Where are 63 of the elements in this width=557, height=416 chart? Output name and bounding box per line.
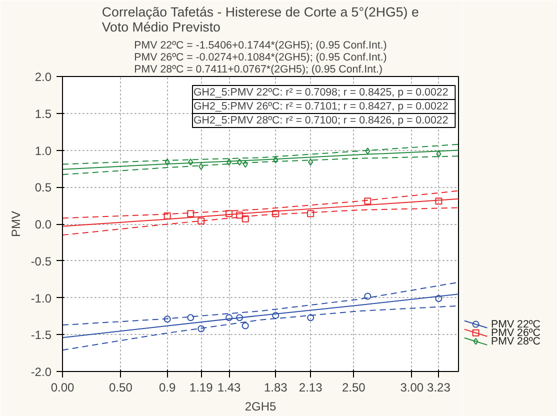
- x-tick-label: 0.00: [50, 380, 75, 394]
- point: [364, 292, 372, 300]
- point: [198, 325, 205, 332]
- line-series: [62, 294, 458, 338]
- point: [226, 210, 233, 218]
- x-tick-label: 1.19: [189, 380, 214, 394]
- line-series: [62, 207, 458, 236]
- point: [164, 158, 170, 166]
- point: [237, 158, 242, 166]
- point: [188, 158, 194, 166]
- point: [307, 314, 314, 322]
- point: [364, 198, 372, 205]
- y-axis-title: PMV: [8, 210, 23, 237]
- x-tick-label: 0.50: [109, 380, 133, 394]
- annotation: GH2_5:PMV 26ºC: r² = 0.7101; r = 0.8427, p = 0.0022: [194, 100, 448, 112]
- y-tick-label: -0.5: [30, 254, 52, 268]
- point: [307, 210, 314, 218]
- point: [272, 210, 280, 218]
- point: [435, 198, 442, 205]
- x-tick-label: 3.23: [427, 380, 451, 394]
- y-tick-label: 1.5: [34, 106, 52, 121]
- point: [272, 312, 280, 319]
- x-tick-label: 2.50: [342, 380, 366, 394]
- point: [198, 218, 205, 225]
- y-tick-label: -1.5: [30, 328, 52, 342]
- y-tick-label: -1.0: [30, 291, 52, 306]
- line-series: [62, 190, 458, 219]
- y-tick-label: 2.0: [34, 70, 52, 84]
- point: [164, 316, 171, 323]
- point: [435, 294, 442, 302]
- point: [365, 147, 370, 154]
- point: [226, 158, 232, 166]
- point: [236, 314, 244, 322]
- point: [273, 156, 278, 164]
- y-tick-label: 0.5: [34, 180, 52, 195]
- point: [242, 160, 248, 168]
- line-series: [62, 282, 458, 326]
- x-tick-label: 2.13: [298, 380, 323, 394]
- y-tick-label: 0.0: [34, 218, 52, 232]
- annotation: GH2_5:PMV 28ºC: r² = 0.7100; r = 0.8426, p = 0.0022: [194, 114, 448, 126]
- y-tick-label: 1.0: [34, 144, 52, 158]
- point: [236, 212, 244, 219]
- legend-label: PMV 28ºC: [491, 335, 541, 348]
- x-tick-label: 3.00: [400, 380, 424, 394]
- x-tick-label: 0.9: [158, 380, 176, 394]
- line-series: [62, 305, 458, 351]
- line-series: [62, 198, 458, 227]
- point: [226, 314, 233, 322]
- x-axis-title: 2GH5: [244, 400, 276, 414]
- chart-title: Correlação Tafetás - Histerese de Corte a 5°(2HG5) e Voto Médio Previsto: [102, 4, 419, 34]
- y-tick-label: -2.0: [30, 365, 52, 379]
- x-tick-label: 1.43: [217, 380, 242, 394]
- point: [198, 162, 204, 170]
- point: [242, 322, 249, 330]
- x-tick-label: 1.83: [264, 380, 288, 394]
- point: [164, 212, 171, 220]
- point: [242, 215, 249, 222]
- point: [436, 150, 442, 158]
- point: [308, 158, 314, 166]
- chart-subtitle: PMV 22ºC = -1.5406+0.1744*(2GH5); (0.95 Conf.Int.) PMV 26ºC = -0.0274+0.1084*(2GH5); (0.95 Conf.Int.) PMV 28ºC = 0.7411+0.0767*(2GH5); (0.95 Conf.Int.): [134, 40, 387, 76]
- point: [187, 314, 194, 322]
- point: [187, 210, 194, 218]
- annotation: GH2_5:PMV 22ºC: r² = 0.7098; r = 0.8425, p = 0.0022: [194, 86, 448, 98]
